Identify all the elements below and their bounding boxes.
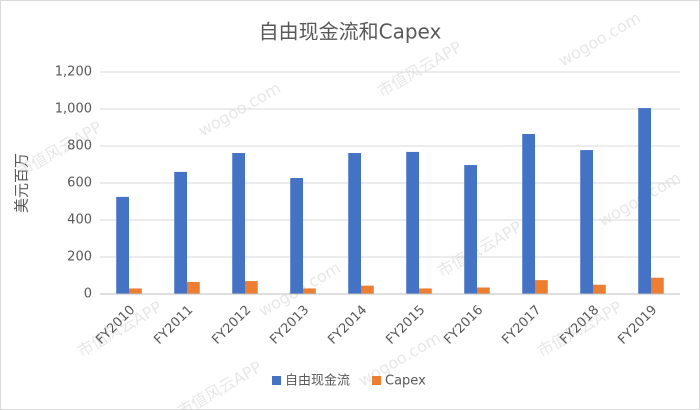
bar (116, 196, 129, 294)
legend-label: 自由现金流 (285, 373, 350, 389)
bar (651, 277, 664, 294)
bar (174, 171, 187, 294)
bar (348, 153, 361, 294)
y-tick-label: 400 (67, 213, 92, 228)
y-tick-label: 800 (67, 139, 92, 154)
bar (593, 284, 606, 294)
y-tick-label: 200 (67, 250, 92, 265)
y-axis-label: 美元百万 (13, 153, 31, 213)
y-tick-label: 1,200 (55, 65, 92, 80)
y-tick-label: 600 (67, 176, 92, 191)
legend-swatch (272, 376, 281, 385)
bar (477, 287, 490, 294)
bar (232, 153, 245, 294)
bar (129, 288, 142, 294)
bar (419, 288, 432, 294)
bar (303, 288, 316, 294)
bar (406, 151, 419, 294)
bar (522, 133, 535, 294)
bar (290, 178, 303, 294)
bar (638, 108, 651, 294)
legend-swatch (372, 376, 382, 385)
y-tick-label: 0 (84, 287, 92, 302)
legend-label: Capex (385, 374, 426, 389)
y-tick-label: 1,000 (55, 102, 92, 117)
bar (535, 280, 548, 294)
chart-title: 自由现金流和Capex (259, 20, 442, 44)
bar (361, 285, 374, 294)
bar (245, 281, 258, 294)
bar (580, 150, 593, 294)
bar (187, 281, 200, 294)
bar (464, 165, 477, 294)
